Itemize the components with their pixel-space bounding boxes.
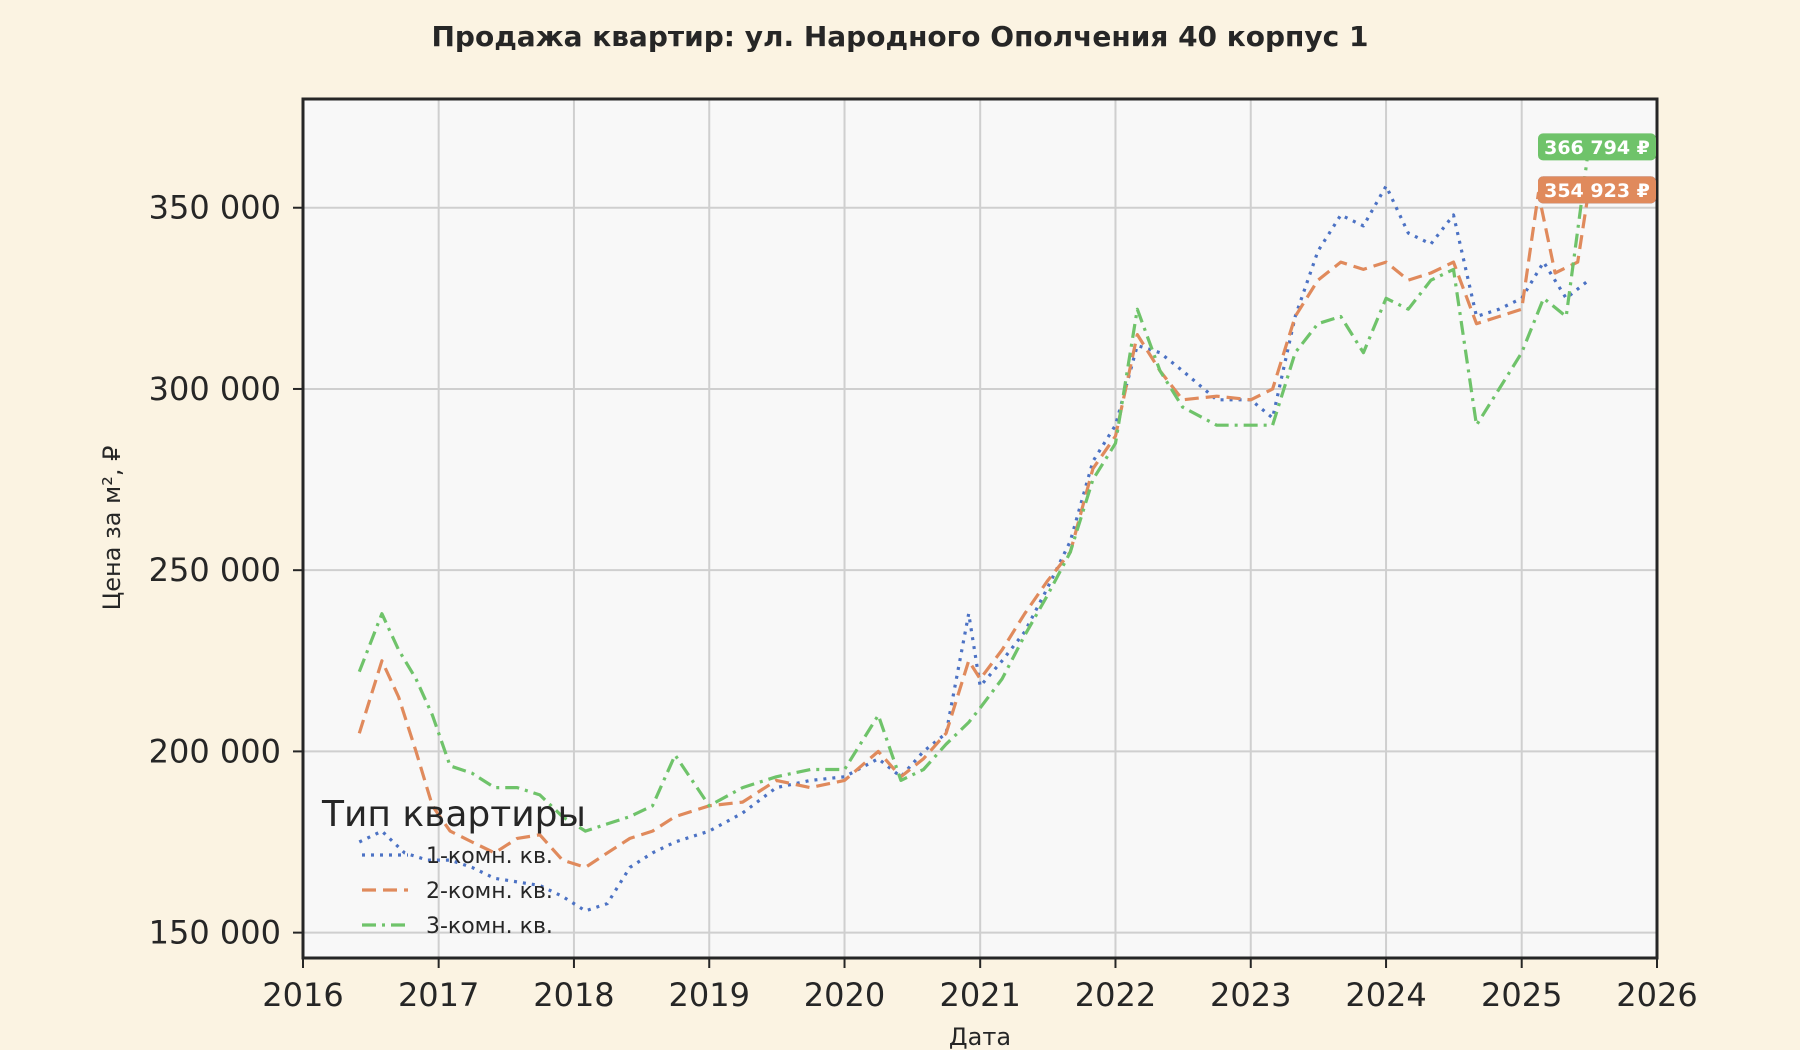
series-line-2 xyxy=(357,189,1591,869)
x-tick-label: 2025 xyxy=(1481,976,1562,1014)
x-tick-label: 2020 xyxy=(804,976,885,1014)
badge-label: 366 794 ₽ xyxy=(1544,137,1650,159)
y-tick-label: 300 000 xyxy=(149,370,281,408)
badge-label: 354 923 ₽ xyxy=(1544,180,1650,202)
badge-background xyxy=(1538,176,1656,204)
y-tick-label: 350 000 xyxy=(149,189,281,227)
x-tick-label: 2026 xyxy=(1616,976,1697,1014)
x-tick-label: 2017 xyxy=(398,976,479,1014)
x-tick-label: 2019 xyxy=(669,976,750,1014)
y-tick-label: 200 000 xyxy=(149,732,281,770)
legend-entry-2: 2-комн. кв. xyxy=(426,879,553,904)
y-axis: 150 000 200 000 250 000 300 000 350 000 xyxy=(149,189,303,952)
x-tick-label: 2022 xyxy=(1075,976,1156,1014)
legend-entry-3: 3-комн. кв. xyxy=(426,914,553,939)
x-axis-label: Дата xyxy=(949,1023,1011,1050)
legend: Тип квартиры 1-комн. кв. 2-комн. кв. 3-ком… xyxy=(321,794,586,939)
x-tick-label: 2018 xyxy=(533,976,614,1014)
y-axis-label: Цена за м², ₽ xyxy=(98,446,126,611)
x-tick-label: 2021 xyxy=(939,976,1020,1014)
last-value-badge-2: 354 923 ₽ xyxy=(1538,176,1656,204)
legend-title: Тип квартиры xyxy=(321,794,586,835)
x-axis: 2016 2017 2018 2019 2020 2021 2022 2023 2024 2025… xyxy=(262,958,1698,1014)
series-layer xyxy=(357,146,1591,913)
x-tick-label: 2016 xyxy=(262,976,343,1014)
series-line-3 xyxy=(357,146,1591,833)
badge-background xyxy=(1538,133,1656,161)
chart-title: Продажа квартир: ул. Народного Ополчения… xyxy=(431,20,1368,53)
last-value-badges: 354 923 ₽354 923 ₽366 794 ₽ xyxy=(1538,133,1656,204)
series-line-1 xyxy=(358,184,1590,913)
last-value-badge-3: 366 794 ₽ xyxy=(1538,133,1656,161)
y-tick-label: 250 000 xyxy=(149,551,281,589)
legend-entry-1: 1-комн. кв. xyxy=(426,844,553,869)
x-tick-label: 2024 xyxy=(1345,976,1426,1014)
y-tick-label: 150 000 xyxy=(149,914,281,952)
x-tick-label: 2023 xyxy=(1210,976,1291,1014)
